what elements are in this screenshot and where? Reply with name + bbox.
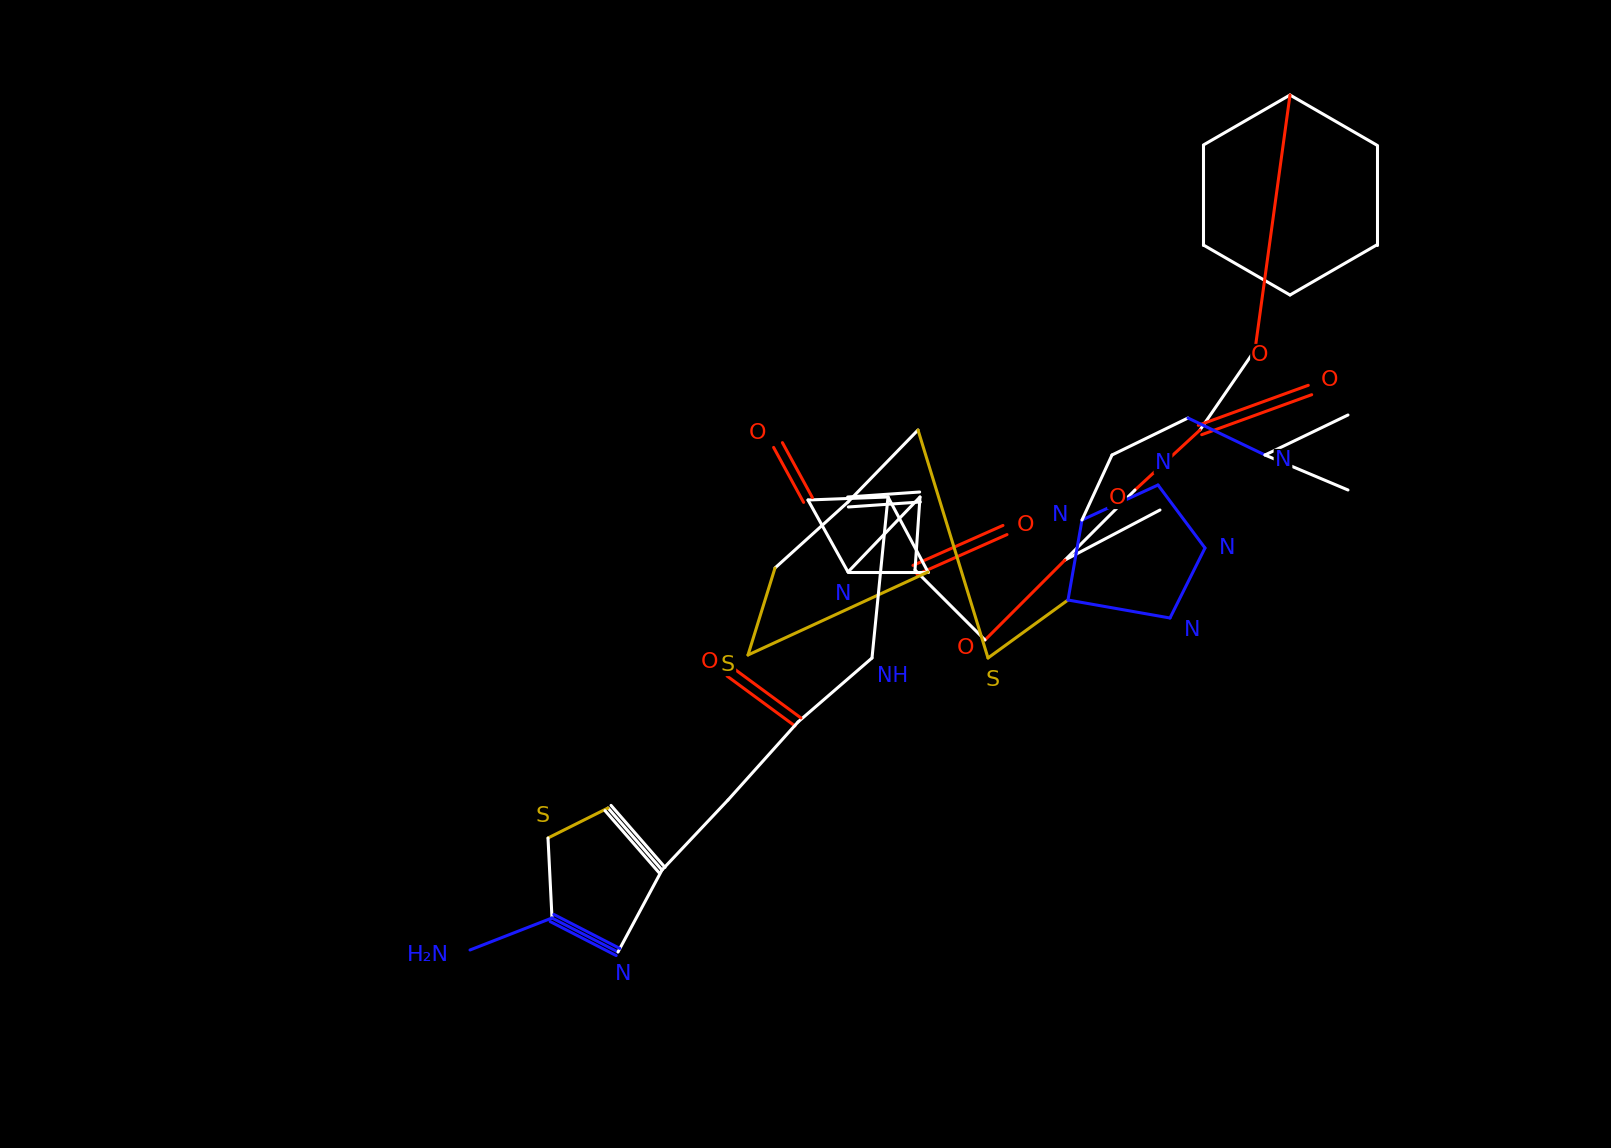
Text: O: O	[1252, 346, 1269, 365]
Text: NH: NH	[876, 666, 909, 687]
Text: N: N	[1052, 505, 1068, 525]
Text: S: S	[536, 806, 549, 827]
Text: N: N	[1220, 538, 1236, 558]
Text: O: O	[701, 652, 719, 672]
Text: O: O	[1321, 370, 1339, 390]
Text: O: O	[749, 422, 767, 443]
Text: O: O	[1017, 515, 1034, 535]
Text: O: O	[1108, 488, 1126, 509]
Text: N: N	[1274, 450, 1292, 470]
Text: H₂N: H₂N	[408, 945, 449, 965]
Text: S: S	[986, 670, 1000, 690]
Text: N: N	[615, 964, 632, 984]
Text: N: N	[834, 584, 851, 604]
Text: N: N	[1155, 453, 1171, 473]
Text: N: N	[1184, 620, 1200, 639]
Text: O: O	[957, 638, 973, 658]
Text: S: S	[722, 656, 735, 675]
